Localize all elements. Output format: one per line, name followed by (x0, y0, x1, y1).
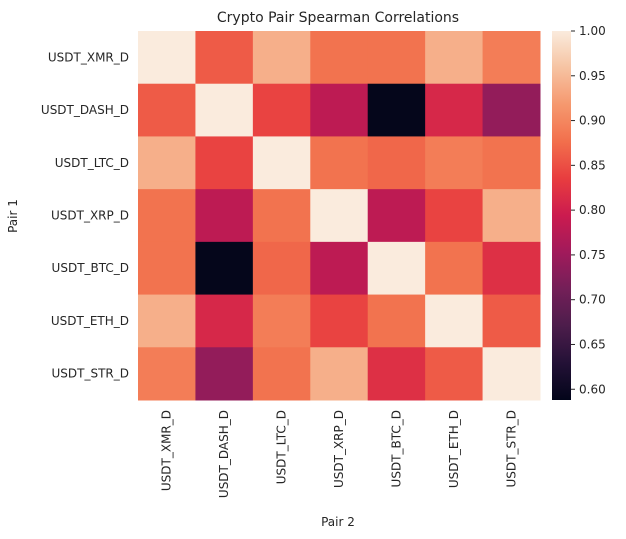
row-tick-label: USDT_DASH_D (41, 103, 129, 117)
row-tick-labels: USDT_XMR_D USDT_DASH_D USDT_LTC_D USDT_XRP_… (41, 50, 129, 380)
heatmap-cell (252, 31, 311, 85)
column-tick-labels: USDT_XMR_D USDT_DASH_D USDT_LTC_D USDT_XRP_… (160, 410, 519, 498)
heatmap-cell (367, 347, 426, 401)
heatmap-cell (482, 31, 541, 85)
row-tick-label: USDT_ETH_D (51, 314, 129, 328)
row-tick-label: USDT_XRP_D (51, 209, 129, 223)
row-tick-label: USDT_XMR_D (48, 50, 129, 64)
heatmap-cell (367, 136, 426, 190)
heatmap-cell (195, 189, 254, 243)
heatmap-cell (425, 241, 484, 296)
heatmap-cell (310, 347, 369, 401)
heatmap-cell (367, 31, 426, 85)
heatmap-cell (482, 189, 541, 243)
colorbar-tick-label: 0.95 (579, 69, 606, 83)
heatmap-cell (195, 31, 254, 85)
row-tick-label: USDT_LTC_D (55, 156, 129, 170)
heatmap-cell (310, 189, 369, 243)
colorbar-tick-label: 0.60 (579, 382, 606, 396)
column-tick-label: USDT_LTC_D (275, 410, 289, 484)
heatmap-cell (252, 241, 311, 296)
row-tick-label: USDT_BTC_D (52, 261, 129, 275)
heatmap-cell (195, 347, 254, 401)
heatmap-cell (310, 136, 369, 190)
heatmap-cell (425, 347, 484, 401)
heatmap-cell (138, 347, 196, 401)
heatmap-cell (310, 31, 369, 85)
column-tick-label: USDT_STR_D (504, 410, 518, 488)
row-tick-label: USDT_STR_D (52, 367, 130, 381)
heatmap-cell (482, 241, 541, 296)
heatmap-cell (310, 83, 369, 137)
column-tick-label: USDT_ETH_D (447, 410, 461, 488)
heatmap-cell (138, 83, 196, 137)
column-tick-label: USDT_XMR_D (160, 410, 174, 491)
chart-title: Crypto Pair Spearman Correlations (217, 10, 459, 26)
colorbar-tick-label: 0.90 (579, 114, 606, 128)
heatmap-cell (138, 189, 196, 243)
heatmap-cell (482, 347, 541, 401)
heatmap-cell (367, 241, 426, 296)
heatmap-cell (425, 294, 484, 348)
colorbar-tick-label: 0.85 (579, 158, 606, 172)
heatmap-cell (138, 294, 196, 348)
colorbar: 0.60 0.65 0.70 0.75 0.80 0.85 0.90 0.95 1.00 (552, 24, 606, 400)
column-tick-label: USDT_DASH_D (217, 410, 231, 498)
column-tick-label: USDT_BTC_D (389, 410, 403, 487)
heatmap-cell (252, 83, 311, 137)
heatmap-cell (482, 294, 541, 348)
heatmap-cell (482, 83, 541, 137)
heatmap-cell (482, 136, 541, 190)
heatmap-cells (138, 31, 541, 401)
heatmap-cell (195, 241, 254, 296)
heatmap-cell (425, 31, 484, 85)
heatmap-cell (252, 136, 311, 190)
column-tick-label: USDT_XRP_D (332, 410, 346, 488)
heatmap-cell (252, 189, 311, 243)
heatmap-cell (425, 189, 484, 243)
heatmap-cell (252, 347, 311, 401)
heatmap-cell (138, 31, 196, 85)
heatmap-cell (195, 136, 254, 190)
heatmap-cell (367, 294, 426, 348)
heatmap-cell (310, 294, 369, 348)
heatmap-cell (425, 83, 484, 137)
heatmap-cell (252, 294, 311, 348)
heatmap-cell (367, 189, 426, 243)
colorbar-tick-label: 0.65 (579, 337, 606, 351)
colorbar-gradient (552, 31, 571, 400)
y-axis-label: Pair 1 (6, 199, 20, 233)
x-axis-label: Pair 2 (321, 515, 355, 529)
colorbar-tick-label: 0.80 (579, 203, 606, 217)
heatmap-cell (425, 136, 484, 190)
heatmap-cell (195, 294, 254, 348)
heatmap-cell (138, 136, 196, 190)
heatmap-cell (195, 83, 254, 137)
colorbar-tick-label: 0.70 (579, 293, 606, 307)
colorbar-tick-label: 0.75 (579, 248, 606, 262)
heatmap-cell (367, 83, 426, 137)
heatmap-cell (310, 241, 369, 296)
heatmap-cell (138, 241, 196, 296)
colorbar-tick-label: 1.00 (579, 24, 606, 38)
